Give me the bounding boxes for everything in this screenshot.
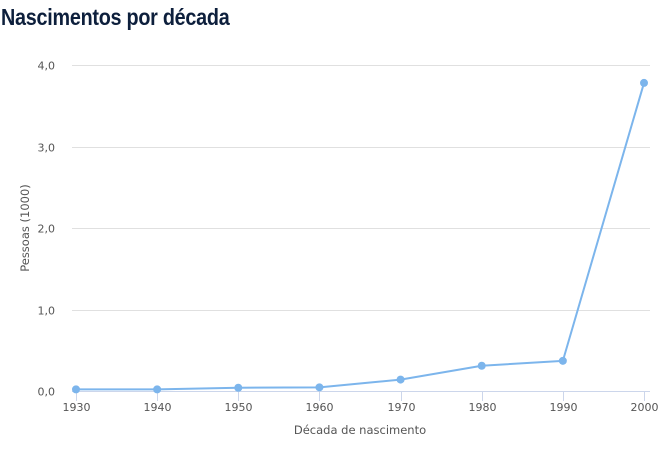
x-tick-label: 1940	[144, 401, 172, 414]
data-point	[72, 385, 80, 394]
data-point	[234, 383, 243, 392]
x-tick-labels: 1930 1940 1950 1960 1970 1980 1990 2000	[63, 401, 658, 414]
data-point	[315, 383, 324, 392]
series-line	[72, 78, 648, 394]
x-tick-label: 1970	[388, 401, 416, 414]
data-point	[558, 356, 567, 365]
y-tick-labels: 0,0 1,0 2,0 3,0 4,0	[38, 60, 56, 399]
grid-lines	[72, 65, 650, 401]
x-tick-label: 1990	[550, 401, 578, 414]
chart-title: Nascimentos por década	[1, 4, 230, 30]
x-tick-label: 1980	[469, 401, 497, 414]
x-axis-label: Década de nascimento	[294, 423, 426, 437]
y-tick-label: 1,0	[38, 305, 56, 318]
x-tick-label: 1930	[63, 401, 91, 414]
y-tick-label: 0,0	[38, 386, 56, 399]
x-tick-label: 1950	[225, 401, 253, 414]
data-point	[153, 385, 162, 394]
x-tick-label: 2000	[631, 401, 658, 414]
y-tick-label: 2,0	[38, 223, 56, 236]
x-tick-label: 1960	[306, 401, 334, 414]
data-point	[396, 375, 405, 384]
data-point	[640, 78, 648, 87]
y-axis-label: Pessoas (1000)	[18, 184, 32, 272]
y-tick-label: 4,0	[38, 60, 56, 73]
data-point	[477, 361, 486, 370]
y-tick-label: 3,0	[38, 142, 56, 155]
series-line-path	[76, 82, 645, 391]
